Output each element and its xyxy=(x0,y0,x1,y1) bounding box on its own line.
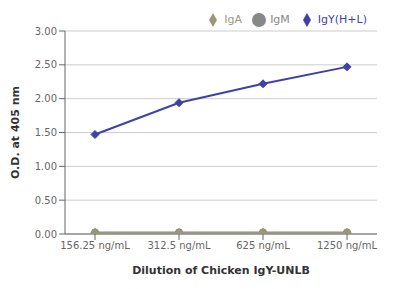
svg-text:O.D. at 405 nm: O.D. at 405 nm xyxy=(9,86,22,179)
svg-text:0.50: 0.50 xyxy=(35,195,57,206)
svg-text:0.00: 0.00 xyxy=(35,229,57,240)
svg-text:Dilution of Chicken IgY-UNLB: Dilution of Chicken IgY-UNLB xyxy=(132,264,310,277)
svg-text:2.50: 2.50 xyxy=(35,59,57,70)
html-text:IgY(H+L): IgY(H+L) xyxy=(317,13,367,26)
svg-text:1250 ng/mL: 1250 ng/mL xyxy=(317,240,377,251)
svg-text:2.00: 2.00 xyxy=(35,93,57,104)
svg-text:156.25 ng/mL: 156.25 ng/mL xyxy=(60,240,130,251)
svg-text:625 ng/mL: 625 ng/mL xyxy=(236,240,290,251)
svg-text:312.5 ng/mL: 312.5 ng/mL xyxy=(147,240,211,251)
svg-text:3.00: 3.00 xyxy=(35,26,57,37)
svg-text:1.50: 1.50 xyxy=(35,127,57,138)
svg-text:1.00: 1.00 xyxy=(35,161,57,172)
html-text:IgA: IgA xyxy=(224,13,243,26)
html-text:IgM: IgM xyxy=(270,13,290,26)
